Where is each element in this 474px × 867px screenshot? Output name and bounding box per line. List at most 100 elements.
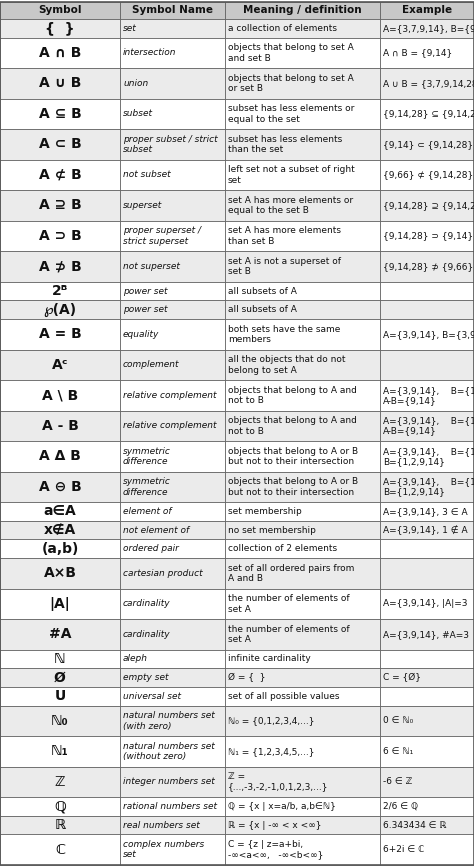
Bar (380, 221, 474, 251)
Bar (0, 349, 120, 380)
Text: A ⊆ B: A ⊆ B (38, 107, 82, 121)
Bar (0, 706, 120, 736)
Text: power set: power set (123, 287, 167, 296)
Bar (225, 589, 380, 619)
Bar (380, 68, 474, 99)
Bar (380, 19, 474, 37)
Bar (380, 619, 474, 649)
Bar (120, 558, 225, 589)
Bar (120, 736, 225, 766)
Bar (0, 300, 120, 319)
Bar (225, 68, 380, 99)
Text: set A has more elements or
equal to the set B: set A has more elements or equal to the … (228, 196, 353, 215)
Text: power set: power set (123, 305, 167, 314)
Text: empty set: empty set (123, 673, 168, 682)
Bar (120, 282, 225, 300)
Text: {9,14,28} ⊆ {9,14,28}: {9,14,28} ⊆ {9,14,28} (383, 109, 474, 119)
Text: real numbers set: real numbers set (123, 821, 200, 830)
Bar (120, 319, 225, 349)
Text: collection of 2 elements: collection of 2 elements (228, 544, 337, 553)
Text: A ⊂ B: A ⊂ B (38, 138, 82, 152)
Bar (380, 190, 474, 221)
Text: symmetric
difference: symmetric difference (123, 447, 171, 466)
Bar (120, 472, 225, 502)
Text: union: union (123, 79, 148, 88)
Bar (120, 766, 225, 797)
Text: ordered pair: ordered pair (123, 544, 179, 553)
Bar (0, 619, 120, 649)
Text: A ⊄ B: A ⊄ B (38, 168, 82, 182)
Bar (380, 502, 474, 521)
Text: subset has less elements or
equal to the set: subset has less elements or equal to the… (228, 104, 355, 124)
Text: objects that belong to set A
or set B: objects that belong to set A or set B (228, 74, 354, 93)
Bar (120, 687, 225, 706)
Bar (225, 706, 380, 736)
Text: 6 ∈ ℕ₁: 6 ∈ ℕ₁ (383, 746, 413, 756)
Bar (120, 441, 225, 472)
Bar (120, 502, 225, 521)
Text: ℕ₀ = {0,1,2,3,4,...}: ℕ₀ = {0,1,2,3,4,...} (228, 716, 315, 726)
Bar (0, 558, 120, 589)
Bar (225, 668, 380, 687)
Bar (120, 521, 225, 539)
Text: A ∩ B: A ∩ B (39, 46, 81, 60)
Text: set of all ordered pairs from
A and B: set of all ordered pairs from A and B (228, 564, 355, 583)
Bar (225, 502, 380, 521)
Bar (120, 539, 225, 558)
Text: symmetric
difference: symmetric difference (123, 477, 171, 497)
Bar (225, 687, 380, 706)
Text: superset: superset (123, 201, 162, 210)
Text: U: U (55, 689, 65, 703)
Text: ℕ: ℕ (54, 652, 66, 666)
Bar (380, 319, 474, 349)
Text: a collection of elements: a collection of elements (228, 23, 337, 33)
Bar (120, 68, 225, 99)
Text: integer numbers set: integer numbers set (123, 778, 215, 786)
Text: set A is not a superset of
set B: set A is not a superset of set B (228, 257, 341, 277)
Bar (0, 19, 120, 37)
Bar (0, 649, 120, 668)
Text: set of all possible values: set of all possible values (228, 692, 339, 701)
Text: ℚ: ℚ (54, 799, 66, 813)
Bar (0, 502, 120, 521)
Bar (225, 37, 380, 68)
Bar (380, 282, 474, 300)
Bar (225, 221, 380, 251)
Text: subset has less elements
than the set: subset has less elements than the set (228, 134, 342, 154)
Text: {  }: { } (45, 22, 75, 36)
Bar (380, 37, 474, 68)
Text: rational numbers set: rational numbers set (123, 802, 217, 811)
Text: cartesian product: cartesian product (123, 569, 202, 578)
Bar (380, 816, 474, 834)
Text: 2ᴮ: 2ᴮ (52, 284, 68, 298)
Text: relative complement: relative complement (123, 421, 217, 430)
Text: A={3,9,14}, #A=3: A={3,9,14}, #A=3 (383, 630, 469, 639)
Bar (0, 380, 120, 411)
Bar (120, 190, 225, 221)
Text: 0 ∈ ℕ₀: 0 ∈ ℕ₀ (383, 716, 413, 726)
Bar (0, 251, 120, 282)
Text: Meaning / definition: Meaning / definition (243, 5, 362, 16)
Text: objects that belong to A and
not to B: objects that belong to A and not to B (228, 386, 357, 405)
Text: the number of elements of
set A: the number of elements of set A (228, 625, 350, 644)
Bar (120, 649, 225, 668)
Text: A \ B: A \ B (42, 388, 78, 402)
Text: aleph: aleph (123, 655, 148, 663)
Bar (120, 37, 225, 68)
Bar (0, 816, 120, 834)
Bar (0, 834, 120, 865)
Bar (380, 251, 474, 282)
Bar (0, 589, 120, 619)
Text: {9,14,28} ⊇ {9,14,28}: {9,14,28} ⊇ {9,14,28} (383, 201, 474, 210)
Bar (120, 797, 225, 816)
Bar (120, 668, 225, 687)
Text: A={3,9,14}, B={3,9,14}, A=B: A={3,9,14}, B={3,9,14}, A=B (383, 329, 474, 339)
Text: relative complement: relative complement (123, 391, 217, 400)
Text: objects that belong to set A
and set B: objects that belong to set A and set B (228, 43, 354, 62)
Text: Ø = {  }: Ø = { } (228, 673, 265, 682)
Text: A = B: A = B (38, 328, 82, 342)
Text: subset: subset (123, 109, 153, 119)
Text: 6.343434 ∈ ℝ: 6.343434 ∈ ℝ (383, 821, 447, 830)
Bar (0, 766, 120, 797)
Bar (225, 539, 380, 558)
